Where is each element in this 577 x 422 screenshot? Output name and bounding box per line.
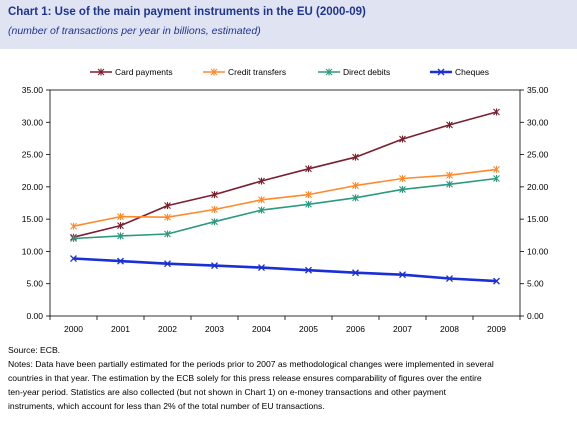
data-point: [493, 165, 500, 173]
legend-label: Direct debits: [343, 67, 390, 77]
y-tick-label-left: 20.00: [22, 182, 44, 192]
y-tick-label-left: 0.00: [26, 311, 43, 321]
y-tick-label-right: 10.00: [527, 246, 549, 256]
x-tick-label: 2006: [346, 324, 365, 334]
data-point: [493, 108, 500, 116]
data-point: [446, 171, 453, 179]
series-direct-debits: [70, 174, 500, 243]
chart-subtitle: (number of transactions per year in bill…: [8, 25, 261, 37]
x-tick-label: 2002: [158, 324, 177, 334]
x-tick-label: 2004: [252, 324, 271, 334]
chart-legend: Card payments Credit transfers Direct debi…: [90, 67, 489, 77]
data-point: [211, 262, 218, 270]
series-card-payments: [70, 108, 500, 241]
data-point: [210, 68, 218, 76]
y-tick-label-right: 30.00: [527, 117, 549, 127]
data-point: [258, 177, 265, 185]
data-point: [352, 182, 359, 190]
x-tick-label: 2000: [64, 324, 83, 334]
data-point: [493, 174, 500, 182]
legend-item: Cheques: [430, 67, 489, 77]
source-line: Source: ECB.: [8, 345, 61, 355]
data-point: [258, 264, 265, 272]
data-point: [117, 257, 124, 265]
data-point: [164, 213, 171, 221]
x-tick-label: 2008: [440, 324, 459, 334]
data-point: [70, 235, 77, 243]
x-tick-label: 2003: [205, 324, 224, 334]
data-point: [117, 222, 124, 230]
data-point: [70, 255, 77, 262]
chart-header: Chart 1: Use of the main payment instrum…: [0, 0, 577, 49]
data-point: [493, 277, 500, 285]
legend-label: Cheques: [455, 67, 489, 77]
series-line: [73, 257, 497, 283]
y-tick-label-right: 0.00: [527, 311, 544, 321]
data-point: [399, 174, 406, 182]
data-point: [305, 191, 312, 199]
y-tick-label-right: 25.00: [527, 150, 549, 160]
data-point: [399, 135, 406, 143]
y-tick-label-left: 30.00: [22, 117, 44, 127]
series-credit-transfers: [70, 165, 500, 230]
legend-label: Card payments: [115, 67, 173, 77]
chart-axes: 0.00 0.00 5.00 5.00 10.00 10.00 15.00 15.00 20.0…: [22, 85, 549, 334]
line-chart: Card payments Credit transfers Direct debi…: [22, 67, 549, 334]
data-point: [352, 194, 359, 202]
data-point: [164, 260, 171, 268]
data-point: [437, 68, 445, 76]
data-point: [117, 232, 124, 240]
y-tick-label-left: 25.00: [22, 150, 44, 160]
y-tick-label-left: 35.00: [22, 85, 44, 95]
x-tick-label: 2001: [111, 324, 130, 334]
y-tick-label-right: 20.00: [527, 182, 549, 192]
x-tick-label: 2009: [487, 324, 506, 334]
series-line: [73, 168, 497, 227]
series-line: [73, 177, 497, 240]
y-tick-label-right: 15.00: [527, 214, 549, 224]
y-tick-label-right: 35.00: [527, 85, 549, 95]
notes-line-4: instruments, which account for less than…: [8, 401, 325, 411]
data-point: [164, 230, 171, 238]
y-tick-label-right: 5.00: [527, 279, 544, 289]
data-point: [97, 68, 105, 76]
series-line: [73, 111, 497, 238]
data-point: [258, 206, 265, 214]
data-point: [305, 266, 312, 274]
data-point: [446, 275, 453, 283]
data-point: [164, 202, 171, 210]
x-tick-label: 2007: [393, 324, 412, 334]
data-point: [352, 269, 359, 277]
data-point: [325, 68, 333, 76]
data-point: [305, 200, 312, 208]
legend-label: Credit transfers: [228, 67, 286, 77]
data-point: [305, 165, 312, 173]
data-point: [211, 205, 218, 213]
chart-notes: Source: ECB. Notes: Data have been parti…: [8, 343, 568, 413]
legend-item: Card payments: [90, 67, 173, 77]
y-tick-label-left: 5.00: [26, 279, 43, 289]
data-point: [399, 271, 406, 279]
chart-title: Chart 1: Use of the main payment instrum…: [8, 6, 366, 18]
legend-item: Credit transfers: [203, 67, 286, 77]
series-cheques: [70, 255, 500, 285]
notes-line-2: countries in that year. The estimation b…: [8, 373, 482, 383]
data-point: [258, 196, 265, 204]
data-point: [446, 121, 453, 129]
data-point: [211, 218, 218, 226]
data-point: [446, 180, 453, 188]
notes-line-1: Notes: Data have been partially estimate…: [8, 359, 494, 369]
y-tick-label-left: 15.00: [22, 214, 44, 224]
legend-item: Direct debits: [318, 67, 390, 77]
data-point: [352, 153, 359, 161]
data-point: [211, 191, 218, 199]
data-point: [70, 222, 77, 230]
notes-line-3: ten-year period. Statistics are also col…: [8, 387, 447, 397]
data-point: [117, 213, 124, 221]
x-tick-label: 2005: [299, 324, 318, 334]
chart-series: [70, 108, 500, 285]
y-tick-label-left: 10.00: [22, 246, 44, 256]
data-point: [399, 185, 406, 193]
